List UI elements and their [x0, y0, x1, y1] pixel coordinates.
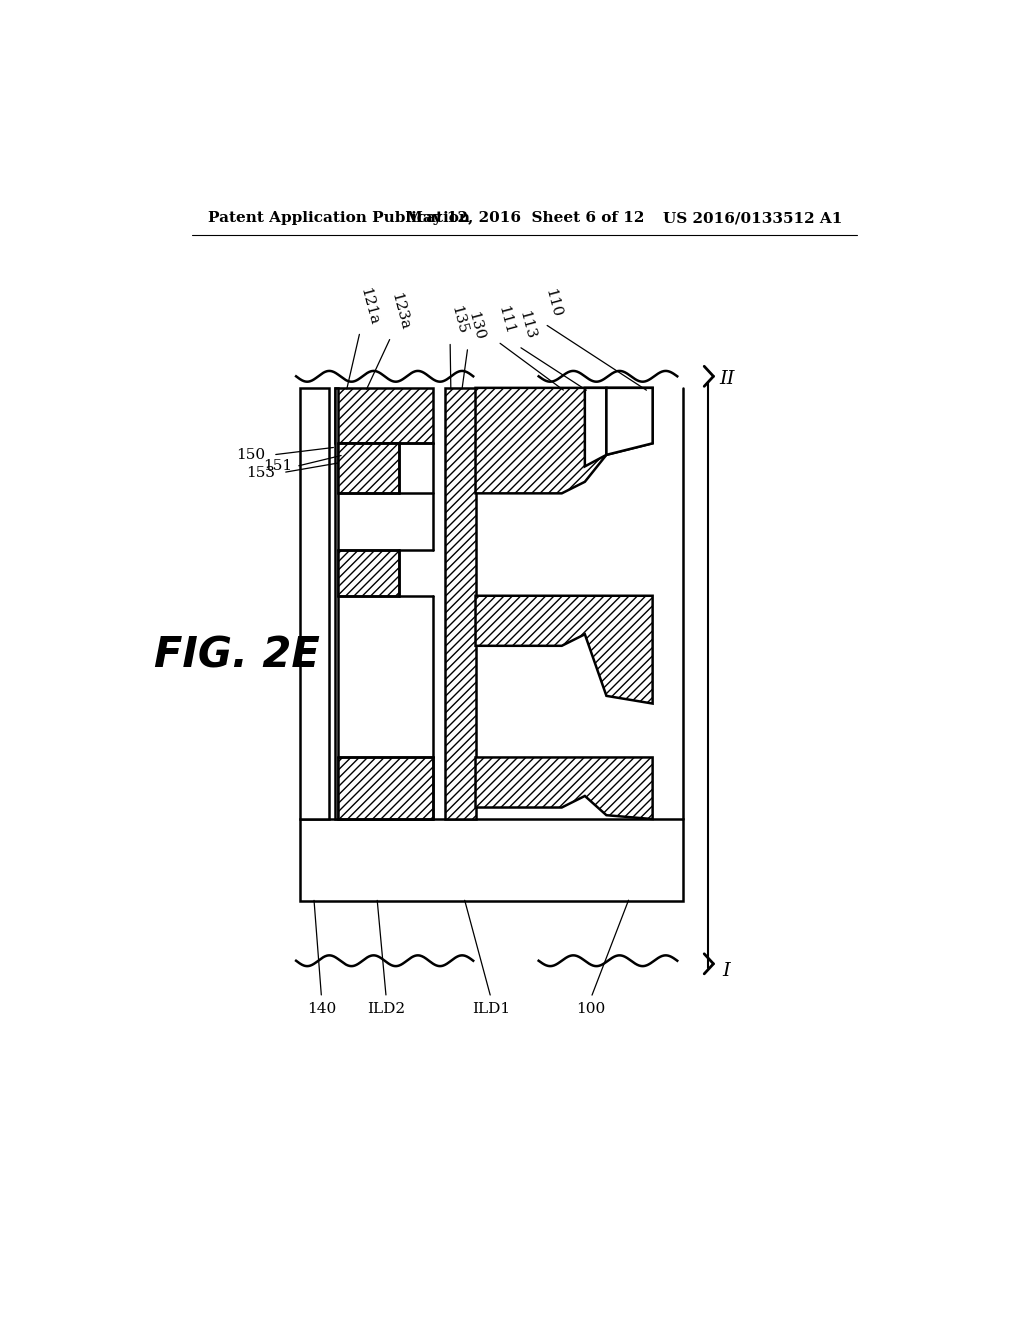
Text: 121a: 121a: [357, 285, 381, 326]
Text: 150: 150: [237, 447, 265, 462]
Bar: [339, 444, 398, 494]
Text: 151: 151: [263, 458, 292, 473]
Bar: [335, 388, 339, 818]
Text: II: II: [720, 370, 735, 388]
Text: 100: 100: [577, 1002, 605, 1015]
Bar: [339, 758, 433, 818]
Text: I: I: [722, 962, 730, 979]
Text: 113: 113: [516, 309, 538, 341]
Text: US 2016/0133512 A1: US 2016/0133512 A1: [663, 211, 842, 226]
Polygon shape: [475, 758, 652, 818]
Text: ILD2: ILD2: [368, 1002, 406, 1015]
Text: 111: 111: [496, 305, 517, 337]
Text: 153: 153: [247, 466, 275, 479]
Polygon shape: [475, 388, 652, 494]
Text: Patent Application Publication: Patent Application Publication: [208, 211, 470, 226]
Text: 123a: 123a: [388, 292, 412, 331]
Bar: [444, 388, 475, 818]
Text: 130: 130: [466, 310, 486, 342]
Bar: [300, 818, 683, 902]
Text: May 12, 2016  Sheet 6 of 12: May 12, 2016 Sheet 6 of 12: [406, 211, 644, 226]
Polygon shape: [475, 595, 652, 704]
Text: 135: 135: [447, 305, 469, 337]
Text: 110: 110: [543, 286, 563, 318]
Polygon shape: [585, 388, 606, 466]
Text: 140: 140: [307, 1002, 336, 1015]
Text: ILD1: ILD1: [472, 1002, 510, 1015]
Bar: [335, 388, 433, 444]
Text: FIG. 2E: FIG. 2E: [154, 634, 319, 676]
Bar: [339, 549, 398, 595]
Polygon shape: [606, 388, 652, 455]
Bar: [300, 388, 330, 818]
